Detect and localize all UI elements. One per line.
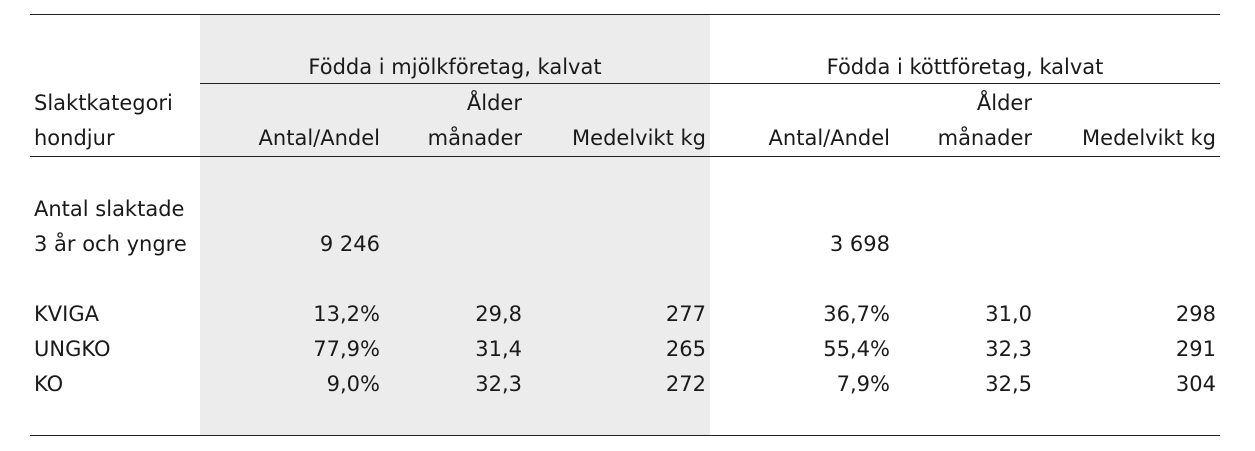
cell-dairy-share: 77,9% bbox=[313, 337, 380, 361]
top-rule bbox=[30, 14, 1220, 15]
cell-beef-weight: 291 bbox=[1175, 337, 1216, 361]
row-label: UNGKO bbox=[34, 337, 111, 361]
group-header-dairy: Födda i mjölkföretag, kalvat bbox=[308, 55, 602, 79]
cell-beef-age: 32,5 bbox=[985, 372, 1032, 396]
header-beef-age-line1: Ålder bbox=[976, 91, 1032, 115]
header-beef-age-line2: månader bbox=[937, 126, 1032, 150]
header-dairy-age-line2: månader bbox=[427, 126, 522, 150]
total-label-line2: 3 år och yngre bbox=[34, 232, 187, 256]
header-dairy-age-line1: Ålder bbox=[466, 91, 522, 115]
total-dairy-count: 9 246 bbox=[319, 232, 380, 256]
cell-dairy-age: 29,8 bbox=[475, 302, 522, 326]
total-beef-count: 3 698 bbox=[829, 232, 890, 256]
cell-beef-share: 7,9% bbox=[836, 372, 890, 396]
cell-beef-age: 32,3 bbox=[985, 337, 1032, 361]
header-category-line2: hondjur bbox=[34, 126, 115, 150]
cell-dairy-share: 9,0% bbox=[326, 372, 380, 396]
row-label: KO bbox=[34, 372, 64, 396]
cell-dairy-share: 13,2% bbox=[313, 302, 380, 326]
cell-beef-weight: 304 bbox=[1175, 372, 1216, 396]
cell-beef-weight: 298 bbox=[1175, 302, 1216, 326]
total-label-line1: Antal slaktade bbox=[34, 197, 185, 221]
cell-dairy-weight: 265 bbox=[665, 337, 706, 361]
cell-dairy-weight: 277 bbox=[665, 302, 706, 326]
header-category-line1: Slaktkategori bbox=[34, 91, 173, 115]
cell-beef-share: 36,7% bbox=[823, 302, 890, 326]
group-rule bbox=[200, 83, 1220, 84]
cell-beef-share: 55,4% bbox=[823, 337, 890, 361]
header-beef-weight: Medelvikt kg bbox=[1082, 126, 1216, 150]
cell-dairy-age: 32,3 bbox=[475, 372, 522, 396]
header-beef-count: Antal/Andel bbox=[768, 126, 890, 150]
cell-beef-age: 31,0 bbox=[985, 302, 1032, 326]
dairy-column-shading bbox=[200, 15, 710, 435]
row-label: KVIGA bbox=[34, 302, 99, 326]
bottom-rule bbox=[30, 435, 1220, 436]
cell-dairy-age: 31,4 bbox=[475, 337, 522, 361]
header-rule bbox=[30, 156, 1220, 157]
header-dairy-weight: Medelvikt kg bbox=[572, 126, 706, 150]
group-header-beef: Födda i köttföretag, kalvat bbox=[826, 55, 1104, 79]
header-dairy-count: Antal/Andel bbox=[258, 126, 380, 150]
cell-dairy-weight: 272 bbox=[665, 372, 706, 396]
